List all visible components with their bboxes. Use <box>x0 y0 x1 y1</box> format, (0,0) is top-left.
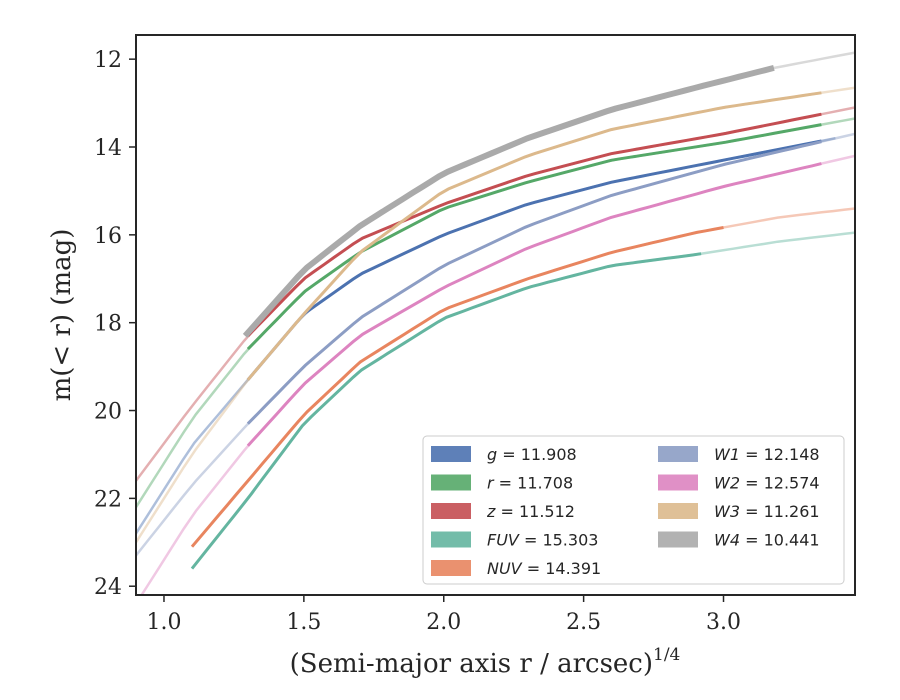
legend-swatch <box>431 503 471 519</box>
series-w1-line <box>246 140 822 425</box>
series-fuv-line <box>190 252 702 570</box>
plot-frame <box>135 34 856 596</box>
series-layer <box>136 51 855 595</box>
legend-label: W1 = 12.148 <box>714 445 820 464</box>
legend-band-name: W2 <box>714 474 740 493</box>
series-g-line <box>246 139 822 381</box>
legend-band-value: = 11.708 <box>494 474 574 493</box>
legend-band-name: FUV <box>487 531 520 550</box>
legend-label: W2 = 12.574 <box>714 474 820 493</box>
legend-band-name: W4 <box>714 531 740 550</box>
legend-swatch <box>658 531 698 548</box>
x-axis-title-exponent: 1/4 <box>653 645 680 665</box>
legend-item-fuv: FUV = 15.303 <box>431 531 598 550</box>
series-r-line <box>246 123 822 351</box>
legend-label: r = 11.708 <box>487 474 573 493</box>
series-z-line <box>246 112 822 337</box>
legend-band-name: r <box>487 474 495 493</box>
x-tick-label: 1.5 <box>286 610 321 635</box>
series-w4 <box>242 51 855 338</box>
series-r <box>136 117 855 508</box>
legend-band-value: = 11.908 <box>497 445 577 464</box>
legend-band-name: W1 <box>714 445 740 464</box>
legend-label: FUV = 15.303 <box>487 531 598 550</box>
legend-item-w1: W1 = 12.148 <box>658 445 820 464</box>
legend-item-g: g = 11.908 <box>431 445 577 464</box>
y-axis-title: m(< r) (mag) <box>47 229 77 402</box>
legend-swatch <box>431 474 471 491</box>
legend-label: z = 11.512 <box>486 502 575 521</box>
y-tick-label: 24 <box>94 575 122 600</box>
legend-item-w3: W3 = 11.261 <box>658 502 820 521</box>
series-w2 <box>140 154 855 595</box>
y-tick-label: 20 <box>94 400 122 425</box>
legend-band-value: = 11.261 <box>740 502 820 521</box>
legend-swatch <box>658 503 698 519</box>
y-tick-label: 14 <box>94 136 122 161</box>
x-tick-label: 2.0 <box>426 610 461 635</box>
legend-band-name: g <box>487 445 497 464</box>
x-tick-label: 1.0 <box>146 610 181 635</box>
legend-item-z: z = 11.512 <box>431 502 575 521</box>
y-tick-label: 12 <box>94 48 122 73</box>
y-tick-label: 18 <box>94 312 122 337</box>
legend-item-r: r = 11.708 <box>431 474 573 493</box>
legend-label: W4 = 10.441 <box>714 531 820 550</box>
legend-swatch <box>431 531 471 548</box>
series-fuv <box>190 231 855 570</box>
x-tick-label: 2.5 <box>566 610 601 635</box>
legend-band-value: = 15.303 <box>519 531 599 550</box>
legend-label: W3 = 11.261 <box>714 502 820 521</box>
legend-swatch <box>658 446 698 462</box>
legend-band-value: = 12.148 <box>740 445 820 464</box>
series-w3 <box>136 86 855 543</box>
legend-band-name: W3 <box>714 502 740 521</box>
legend-band-value: = 14.391 <box>522 559 602 578</box>
legend-band-name: NUV <box>487 559 523 578</box>
y-tick-label: 16 <box>94 224 122 249</box>
series-w2-line <box>246 162 822 447</box>
legend-band-value: = 12.574 <box>740 474 820 493</box>
legend-label: NUV = 14.391 <box>487 559 601 578</box>
legend-item-w4: W4 = 10.441 <box>658 531 820 550</box>
series-w3-line <box>246 91 822 381</box>
y-axis: 12 14 16 18 20 22 24 <box>94 48 136 600</box>
legend-frame <box>422 435 845 585</box>
series-w4-line <box>242 64 775 338</box>
x-axis: 1.0 1.5 2.0 2.5 3.0 <box>146 595 741 635</box>
legend-swatch <box>658 474 698 491</box>
x-tick-label: 3.0 <box>706 610 741 635</box>
legend-swatch <box>431 446 471 462</box>
legend-item-nuv: NUV = 14.391 <box>431 559 601 578</box>
legend-band-name: z <box>486 502 496 521</box>
y-tick-label: 22 <box>94 487 122 512</box>
series-nuv <box>190 207 855 548</box>
legend-band-value: = 10.441 <box>740 531 820 550</box>
legend-band-value: = 11.512 <box>495 502 575 521</box>
legend-swatch <box>431 560 471 576</box>
legend-label: g = 11.908 <box>487 445 577 464</box>
series-w1 <box>136 132 855 557</box>
legend-item-w2: W2 = 12.574 <box>658 474 820 493</box>
x-axis-title-text: (Semi-major axis r / arcsec) <box>290 649 653 679</box>
x-axis-title: (Semi-major axis r / arcsec)1/4 <box>290 645 681 679</box>
series-nuv-line <box>190 226 724 548</box>
